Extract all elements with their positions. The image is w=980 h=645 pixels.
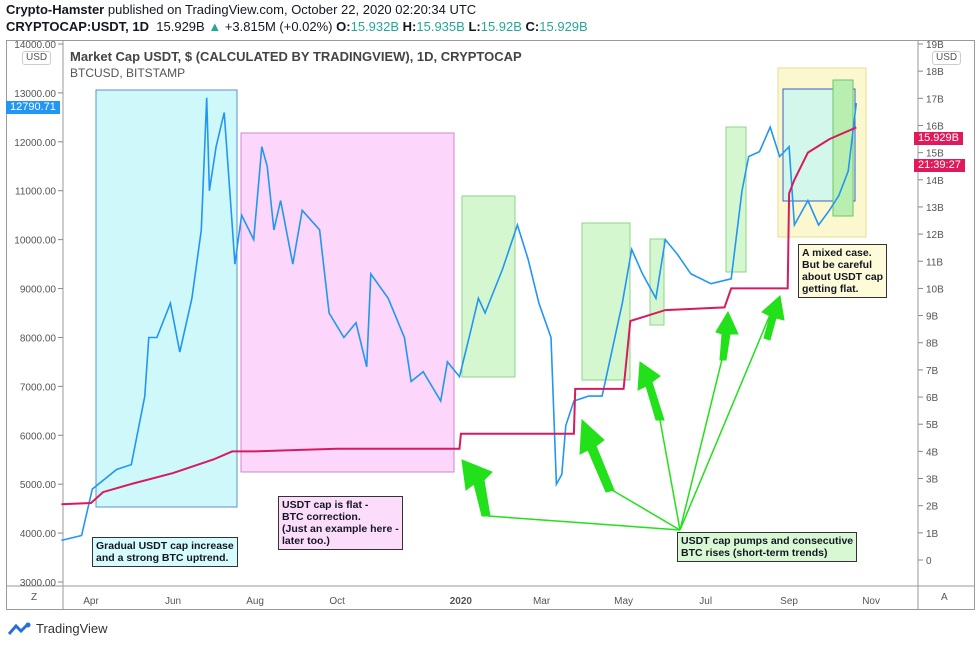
- left-tick-label: 8000.00: [20, 333, 57, 344]
- right-tick-label: 7B: [926, 366, 939, 377]
- legend-usdt[interactable]: Market Cap USDT, $ (CALCULATED BY TRADIN…: [70, 49, 522, 64]
- box-mixed-pump[interactable]: [832, 79, 854, 217]
- right-tick-label: 18B: [926, 67, 944, 78]
- box-pump-4[interactable]: [725, 126, 747, 273]
- time-tick-label: Mar: [533, 596, 551, 607]
- arrow-line-4: [679, 334, 729, 531]
- right-tick-label: 6B: [926, 393, 939, 404]
- arrow-line-5: [679, 309, 773, 531]
- arrow-head-5-icon: [761, 295, 785, 341]
- time-tick-label: Jun: [165, 596, 181, 607]
- right-tick-label: 14B: [926, 176, 944, 187]
- auto-scale-button[interactable]: A: [941, 592, 948, 603]
- right-tick-label: 16B: [926, 121, 944, 132]
- symbol-info: CRYPTOCAP:USDT, 1D 15.929B ▲ +3.815M (+0…: [6, 19, 588, 34]
- change: +3.815M (+0.02%): [224, 19, 333, 34]
- green-arrows: [461, 295, 785, 531]
- author[interactable]: Crypto-Hamster: [6, 2, 105, 17]
- right-tick-label: 17B: [926, 94, 944, 105]
- publish-info: Crypto-Hamster published on TradingView.…: [6, 2, 476, 17]
- left-tick-label: 10000.00: [14, 236, 56, 247]
- note-flat[interactable]: USDT cap is flat - BTC correction. (Just…: [278, 496, 403, 550]
- left-tick-label: 11000.00: [15, 187, 56, 198]
- right-tick-label: 19B: [926, 40, 944, 51]
- left-tick-label: 6000.00: [20, 431, 57, 442]
- h-label: H:: [402, 19, 417, 34]
- high: 15.935B: [416, 19, 465, 34]
- right-tick-label: 10B: [926, 284, 944, 295]
- arrow-line-1: [487, 515, 681, 531]
- left-tick-label: 7000.00: [20, 382, 57, 393]
- low: 15.92B: [480, 19, 522, 34]
- left-tick-label: 4000.00: [20, 529, 57, 540]
- up-triangle-icon: ▲: [208, 19, 222, 34]
- open: 15.932B: [350, 19, 400, 34]
- symbol: CRYPTOCAP:USDT, 1D: [6, 19, 150, 34]
- arrow-head-1-icon: [461, 459, 493, 517]
- right-tick-label: 4B: [926, 447, 939, 458]
- right-tick-label: 13B: [926, 203, 944, 214]
- published-text: published on TradingView.com, October 22…: [107, 2, 477, 17]
- time-tick-label: May: [614, 596, 633, 607]
- note-pumps[interactable]: USDT cap pumps and consecutive BTC rises…: [677, 532, 858, 562]
- legend-btc[interactable]: BTCUSD, BITSTAMP: [70, 66, 186, 80]
- right-tick-label: 11B: [926, 257, 943, 268]
- o-label: O:: [336, 19, 351, 34]
- last-value: 15.929B: [156, 19, 205, 34]
- left-tick-label: 12000.00: [14, 138, 56, 149]
- time-tick-label: 2020: [450, 596, 473, 607]
- right-tick-label: 1B: [926, 529, 939, 540]
- right-currency-badge[interactable]: USD: [932, 51, 962, 65]
- time-tick-label: Oct: [329, 596, 345, 607]
- left-tick-label: 5000.00: [20, 480, 57, 491]
- l-label: L:: [468, 19, 481, 34]
- brand-name: TradingView: [36, 621, 108, 636]
- chart-frame[interactable]: [6, 40, 975, 610]
- axes: 14000.00 13000.00 12000.00 11000.00 10000.00…: [14, 40, 944, 607]
- time-tick-label: Apr: [83, 596, 99, 607]
- time-tick-label: Nov: [862, 596, 880, 607]
- right-tick-label: 12B: [926, 230, 944, 241]
- left-currency-badge[interactable]: USD: [22, 51, 52, 65]
- note-gradual[interactable]: Gradual USDT cap increase and a strong B…: [92, 537, 238, 567]
- tradingview-logo-icon: [8, 622, 31, 635]
- btc-price-line[interactable]: [61, 97, 858, 542]
- zoom-reset-button[interactable]: Z: [31, 592, 38, 603]
- btc-price-tag: 12790.71: [6, 101, 60, 114]
- close: 15.929B: [539, 19, 588, 34]
- left-tick-label: 14000.00: [14, 40, 56, 51]
- right-tick-label: 15B: [926, 149, 944, 160]
- note-mixed[interactable]: A mixed case. But be careful about USDT …: [798, 244, 888, 298]
- arrow-head-4-icon: [715, 310, 739, 361]
- arrow-head-2-icon: [579, 418, 615, 493]
- right-tick-label: 5B: [926, 420, 939, 431]
- left-tick-label: 13000.00: [14, 89, 56, 100]
- right-tick-label: 8B: [926, 339, 939, 350]
- usdt-price-tag: 15.929B: [914, 132, 963, 145]
- arrow-line-3: [659, 419, 681, 531]
- time-tick-label: Sep: [780, 596, 798, 607]
- footer: TradingView: [8, 621, 108, 636]
- arrow-line-2: [611, 489, 681, 531]
- right-tick-label: 9B: [926, 312, 939, 323]
- time-tick-label: Jul: [699, 596, 712, 607]
- right-tick-label: 2B: [926, 502, 939, 513]
- usdt-cap-line[interactable]: [61, 126, 857, 506]
- arrow-head-3-icon: [637, 361, 665, 421]
- annotation-boxes: [95, 67, 867, 508]
- bar-countdown: 21:39:27: [914, 159, 965, 172]
- left-tick-label: 9000.00: [20, 285, 57, 296]
- left-tick-label: 3000.00: [20, 578, 57, 589]
- series-lines: [61, 97, 858, 542]
- box-correction[interactable]: [240, 132, 455, 473]
- box-pump-3[interactable]: [649, 238, 665, 326]
- box-pump-1[interactable]: [461, 195, 516, 378]
- c-label: C:: [525, 19, 540, 34]
- time-tick-label: Aug: [246, 596, 264, 607]
- right-tick-label: 3B: [926, 475, 939, 486]
- right-tick-label: 0: [926, 556, 932, 567]
